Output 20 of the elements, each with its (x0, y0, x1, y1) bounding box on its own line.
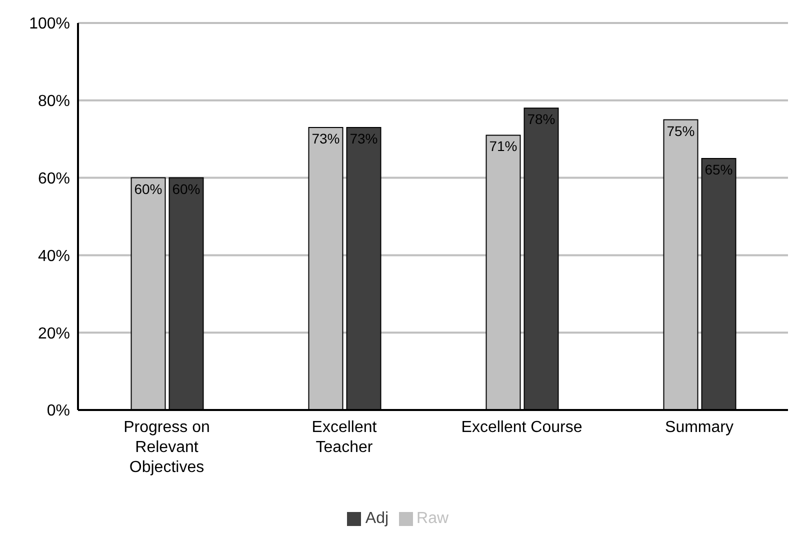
data-label: 71% (489, 138, 518, 154)
data-label: 73% (312, 130, 340, 146)
x-tick-label: Progress on Relevant Objectives (124, 419, 210, 476)
data-label: 60% (172, 180, 200, 197)
x-tick-label: Excellent Teacher (312, 419, 378, 456)
y-tick-label: 0% (46, 402, 70, 420)
data-label: 73% (350, 130, 378, 146)
legend-label: Adj (365, 510, 389, 527)
y-tick-label: 60% (38, 170, 70, 188)
y-tick-label: 80% (38, 93, 70, 110)
y-tick-label: 40% (38, 248, 70, 265)
data-label: 65% (704, 161, 733, 178)
y-tick-label: 20% (38, 325, 70, 342)
data-label: 60% (134, 180, 162, 197)
data-label: 78% (527, 111, 556, 128)
x-tick-label: Excellent Course (461, 419, 582, 436)
data-label: 75% (666, 122, 695, 139)
legend-label: Raw (416, 510, 449, 527)
y-tick-label: 100% (29, 16, 70, 33)
x-tick-label: Summary (665, 419, 734, 436)
